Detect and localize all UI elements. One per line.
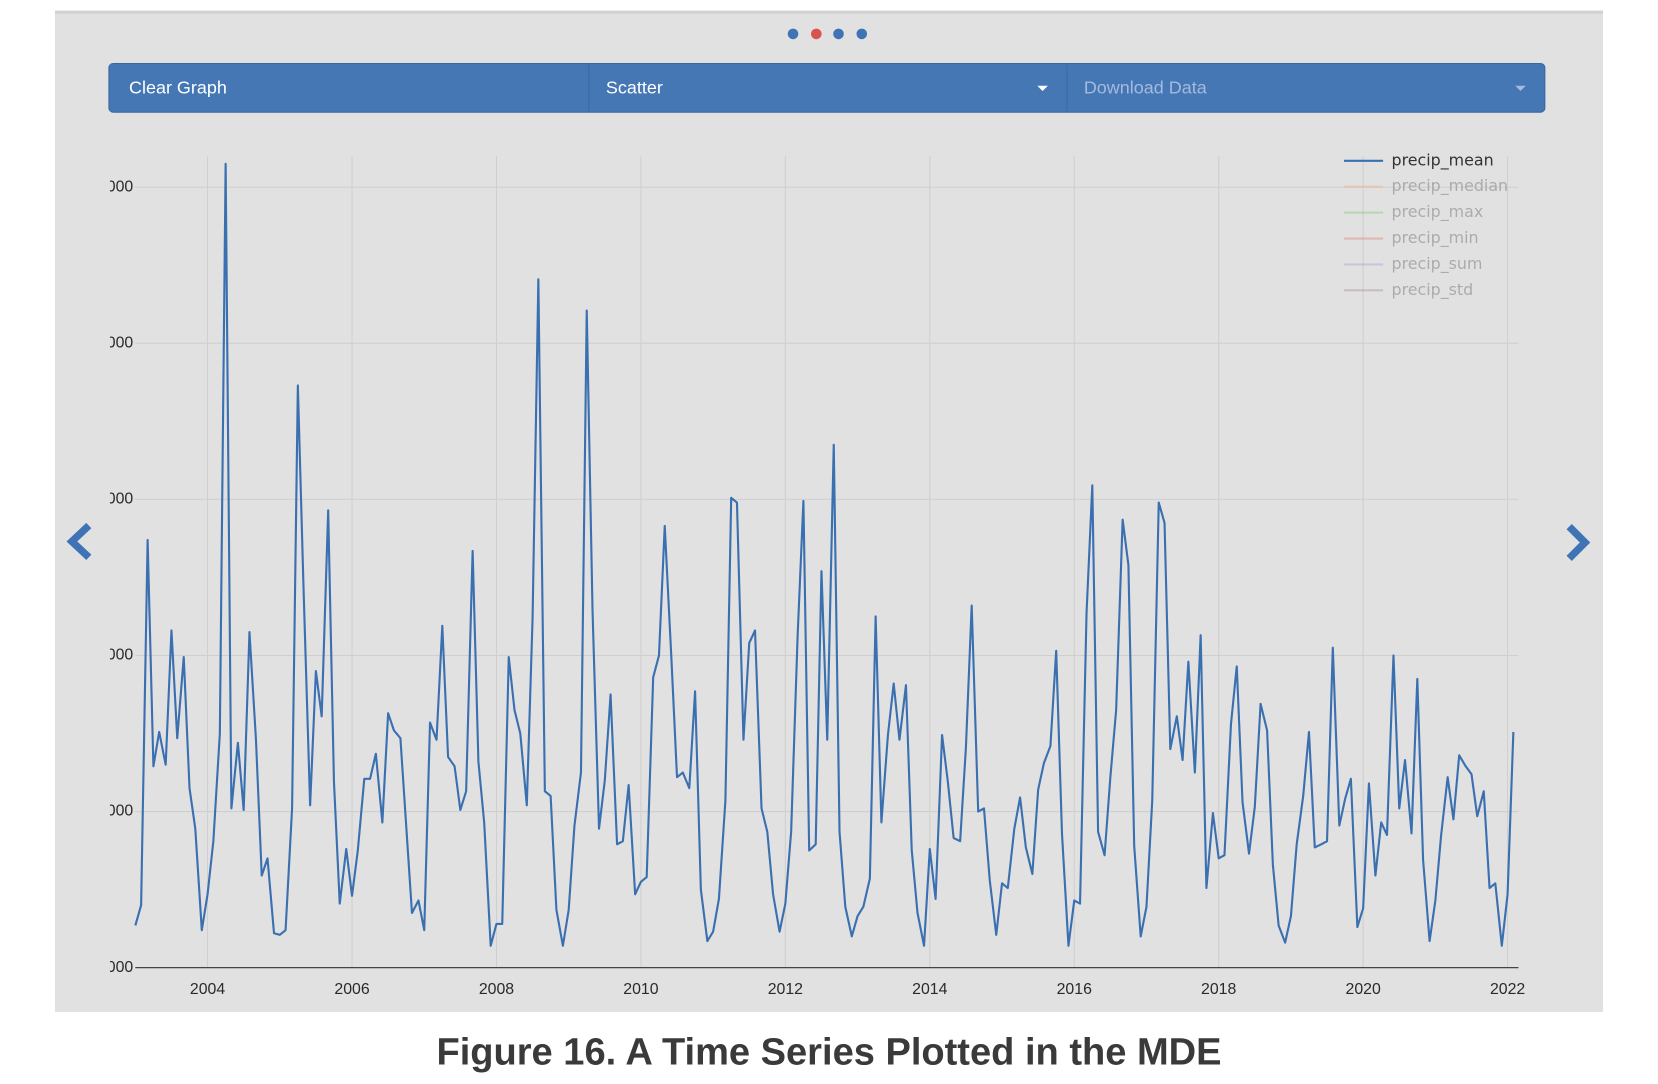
prev-arrow[interactable] [66,522,92,561]
legend-label[interactable]: precip_median [1392,176,1509,196]
y-tick-label: 1000 [98,959,133,976]
y-tick-label: 3000 [98,647,133,664]
carousel-dot[interactable] [833,28,844,40]
x-tick-label: 2018 [1201,981,1236,998]
legend-label[interactable]: precip_sum [1392,254,1483,274]
legend-label[interactable]: precip_max [1392,202,1484,222]
x-tick-label: 2008 [479,981,514,998]
x-tick-label: 2012 [768,981,803,998]
y-tick-label: 5000 [98,335,133,352]
x-tick-label: 2006 [334,981,369,998]
next-arrow[interactable] [1566,524,1591,562]
dropdown-caret[interactable] [1515,85,1526,92]
legend-item[interactable]: precip_mean [1343,150,1494,170]
legend-item[interactable]: precip_min [1343,228,1479,248]
legend-label[interactable]: precip_std [1392,280,1474,300]
y-tick-labels: 1000 2000 3000 4000 5000 6000 [98,178,133,976]
series-line [134,162,1515,947]
legend-label[interactable]: precip_min [1392,228,1479,248]
y-tick-label: 6000 [98,178,133,195]
dropdown-caret[interactable] [1037,85,1048,92]
panel-shadow [54,10,1604,14]
x-tick-label: 2022 [1490,981,1525,998]
x-tick-label: 2016 [1057,981,1092,998]
plot-type-select[interactable]: Scatter [606,78,663,98]
x-tick-label: 2014 [912,981,947,998]
legend-item[interactable]: precip_median [1343,176,1509,196]
x-tick-label: 2020 [1346,981,1381,998]
plot: 1000 2000 3000 4000 5000 6000 2004 2006 2008 2010… [98,150,1525,998]
y-tick-label: 2000 [98,803,133,820]
legend-item[interactable]: precip_max [1343,202,1484,222]
caption: Figure 16. A Time Series Plotted in the … [436,1031,1221,1073]
download-select[interactable]: Download Data [1084,78,1207,98]
x-tick-label: 2004 [190,981,225,998]
legend-item[interactable]: precip_std [1343,280,1474,300]
legend: precip_mean precip_median precip_maxprecip… [1343,150,1509,300]
carousel-dot[interactable] [787,28,799,40]
clear-button[interactable] [109,64,589,112]
legend-item[interactable]: precip_sum [1343,254,1483,274]
carousel-dot[interactable] [856,28,868,40]
panel [54,10,1604,1013]
y-tick-label: 4000 [98,491,133,508]
legend-label[interactable]: precip_mean [1392,150,1494,170]
clear-graph[interactable]: Clear Graph [129,78,227,98]
toolbar: Clear Graph Scatter Download Data [108,62,1546,113]
carousel-dot[interactable] [811,28,822,40]
x-tick-label: 2010 [623,981,658,998]
